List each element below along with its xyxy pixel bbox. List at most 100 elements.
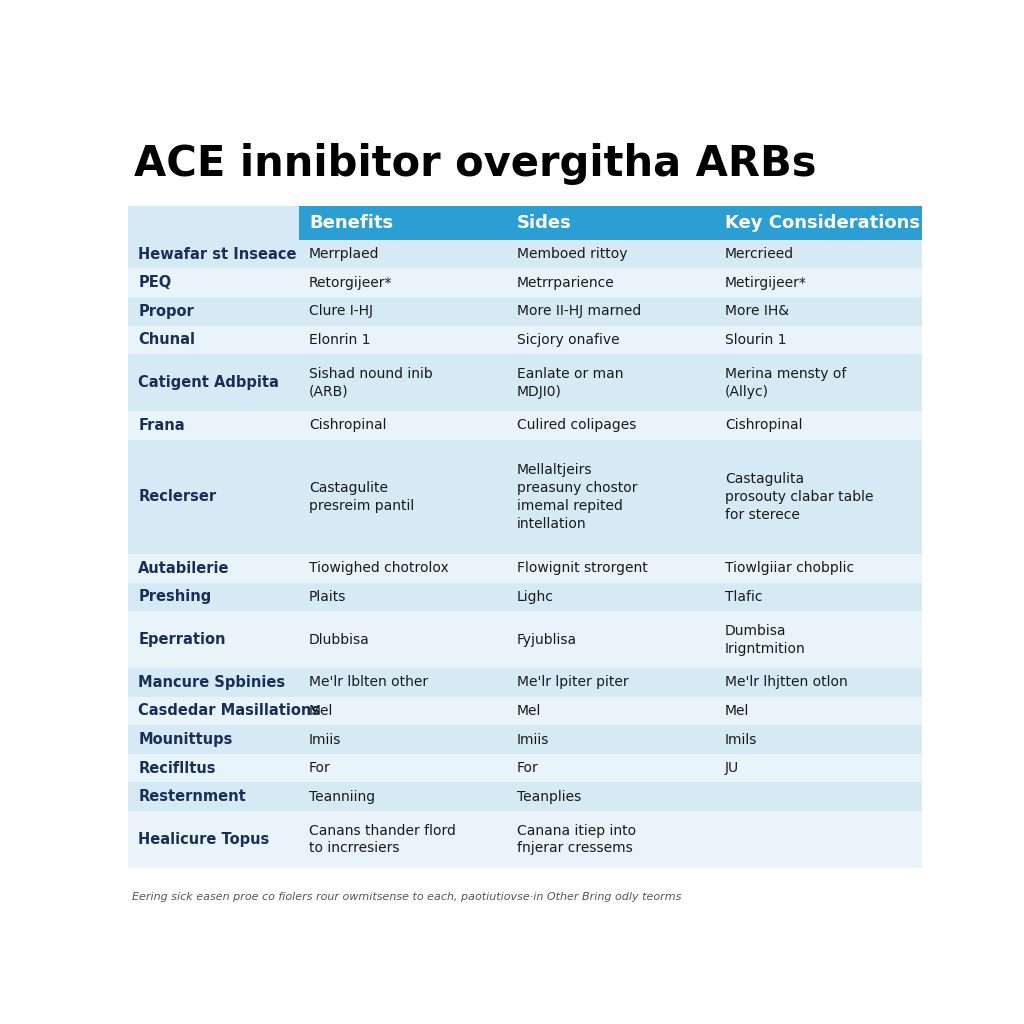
Bar bbox=[507, 696, 715, 725]
Text: Imiis: Imiis bbox=[309, 732, 341, 746]
Text: Mellaltjeirs
preasuny chostor
imemal repited
intellation: Mellaltjeirs preasuny chostor imemal rep… bbox=[517, 463, 637, 530]
Text: Imiis: Imiis bbox=[517, 732, 549, 746]
Bar bbox=[507, 326, 715, 354]
Text: Resternment: Resternment bbox=[138, 790, 246, 804]
Text: Castagulita
prosouty clabar table
for sterece: Castagulita prosouty clabar table for st… bbox=[725, 472, 873, 521]
Text: Imils: Imils bbox=[725, 732, 757, 746]
Bar bbox=[128, 754, 299, 782]
Bar bbox=[299, 668, 507, 696]
Bar bbox=[715, 412, 922, 439]
Bar bbox=[128, 268, 299, 297]
Bar bbox=[299, 611, 507, 668]
Bar bbox=[507, 554, 715, 583]
Bar bbox=[507, 206, 715, 240]
Text: Merrplaed: Merrplaed bbox=[309, 247, 380, 261]
Text: ACE innibitor overgitha ARBs: ACE innibitor overgitha ARBs bbox=[134, 142, 817, 184]
Text: Metrrparience: Metrrparience bbox=[517, 275, 614, 290]
Bar bbox=[299, 782, 507, 811]
Text: Mounittups: Mounittups bbox=[138, 732, 232, 748]
Text: Casdedar Masillations: Casdedar Masillations bbox=[138, 703, 321, 719]
Bar bbox=[299, 696, 507, 725]
Bar bbox=[715, 782, 922, 811]
Text: For: For bbox=[517, 761, 539, 775]
Bar bbox=[715, 754, 922, 782]
Bar bbox=[128, 611, 299, 668]
Bar bbox=[299, 725, 507, 754]
Text: Tiowighed chotrolox: Tiowighed chotrolox bbox=[309, 561, 449, 575]
Text: Canana itiep into
fnjerar cressems: Canana itiep into fnjerar cressems bbox=[517, 823, 636, 855]
Bar bbox=[715, 326, 922, 354]
Text: Retorgijeer*: Retorgijeer* bbox=[309, 275, 392, 290]
Text: More IH&: More IH& bbox=[725, 304, 788, 318]
Bar bbox=[507, 354, 715, 412]
Bar bbox=[715, 725, 922, 754]
Bar bbox=[299, 240, 507, 268]
Bar bbox=[128, 554, 299, 583]
Bar bbox=[507, 297, 715, 326]
Text: Teanplies: Teanplies bbox=[517, 790, 581, 804]
Bar bbox=[299, 326, 507, 354]
Bar bbox=[128, 583, 299, 611]
Bar bbox=[715, 668, 922, 696]
Text: Memboed rittoy: Memboed rittoy bbox=[517, 247, 628, 261]
Text: Clure I-HJ: Clure I-HJ bbox=[309, 304, 373, 318]
Text: Dlubbisa: Dlubbisa bbox=[309, 633, 370, 646]
Text: Tiowlgiiar chobplic: Tiowlgiiar chobplic bbox=[725, 561, 854, 575]
Bar bbox=[299, 354, 507, 412]
Text: Mancure Spbinies: Mancure Spbinies bbox=[138, 675, 286, 690]
Bar bbox=[715, 583, 922, 611]
Text: Me'lr lhjtten otlon: Me'lr lhjtten otlon bbox=[725, 676, 848, 689]
Text: Sicjory onafive: Sicjory onafive bbox=[517, 333, 620, 347]
Text: Lighc: Lighc bbox=[517, 590, 554, 604]
Bar bbox=[299, 268, 507, 297]
Bar bbox=[715, 439, 922, 554]
Text: Dumbisa
Irigntmition: Dumbisa Irigntmition bbox=[725, 624, 806, 655]
Bar bbox=[715, 611, 922, 668]
Text: Sishad nound inib
(ARB): Sishad nound inib (ARB) bbox=[309, 367, 433, 398]
Text: Hewafar st Inseace: Hewafar st Inseace bbox=[138, 247, 297, 262]
Text: Sides: Sides bbox=[517, 214, 571, 231]
Bar bbox=[299, 583, 507, 611]
Bar bbox=[715, 206, 922, 240]
Text: Eering sick easen proe co fiolers rour owmitsense to each, paotiutiovse·in Other: Eering sick easen proe co fiolers rour o… bbox=[132, 892, 681, 902]
Bar bbox=[128, 725, 299, 754]
Bar bbox=[507, 668, 715, 696]
Text: Key Considerations: Key Considerations bbox=[725, 214, 920, 231]
Bar bbox=[715, 297, 922, 326]
Text: Canans thander flord
to incrresiers: Canans thander flord to incrresiers bbox=[309, 823, 456, 855]
Bar bbox=[299, 554, 507, 583]
Bar bbox=[507, 268, 715, 297]
Bar bbox=[715, 268, 922, 297]
Text: Slourin 1: Slourin 1 bbox=[725, 333, 786, 347]
Bar bbox=[128, 782, 299, 811]
Bar bbox=[715, 240, 922, 268]
Bar bbox=[299, 439, 507, 554]
Text: Healicure Topus: Healicure Topus bbox=[138, 831, 269, 847]
Text: Chunal: Chunal bbox=[138, 333, 196, 347]
Text: Frana: Frana bbox=[138, 418, 185, 433]
Text: Propor: Propor bbox=[138, 304, 195, 318]
Text: Catigent Adbpita: Catigent Adbpita bbox=[138, 375, 280, 390]
Text: PEQ: PEQ bbox=[138, 275, 172, 290]
Text: Mercrieed: Mercrieed bbox=[725, 247, 794, 261]
Text: More II-HJ marned: More II-HJ marned bbox=[517, 304, 641, 318]
Bar bbox=[128, 297, 299, 326]
Bar bbox=[715, 811, 922, 868]
Bar bbox=[507, 811, 715, 868]
Bar bbox=[507, 611, 715, 668]
Text: Fyjublisa: Fyjublisa bbox=[517, 633, 577, 646]
Text: Plaits: Plaits bbox=[309, 590, 346, 604]
Bar bbox=[715, 554, 922, 583]
Text: Tlafic: Tlafic bbox=[725, 590, 762, 604]
Bar bbox=[507, 754, 715, 782]
Bar bbox=[128, 811, 299, 868]
Text: Eperration: Eperration bbox=[138, 632, 226, 647]
Bar bbox=[299, 206, 507, 240]
Text: Autabilerie: Autabilerie bbox=[138, 561, 229, 575]
Bar bbox=[128, 439, 299, 554]
Text: Benefits: Benefits bbox=[309, 214, 393, 231]
Text: Reclerser: Reclerser bbox=[138, 489, 216, 505]
Bar bbox=[507, 412, 715, 439]
Bar bbox=[299, 412, 507, 439]
Bar bbox=[128, 206, 299, 240]
